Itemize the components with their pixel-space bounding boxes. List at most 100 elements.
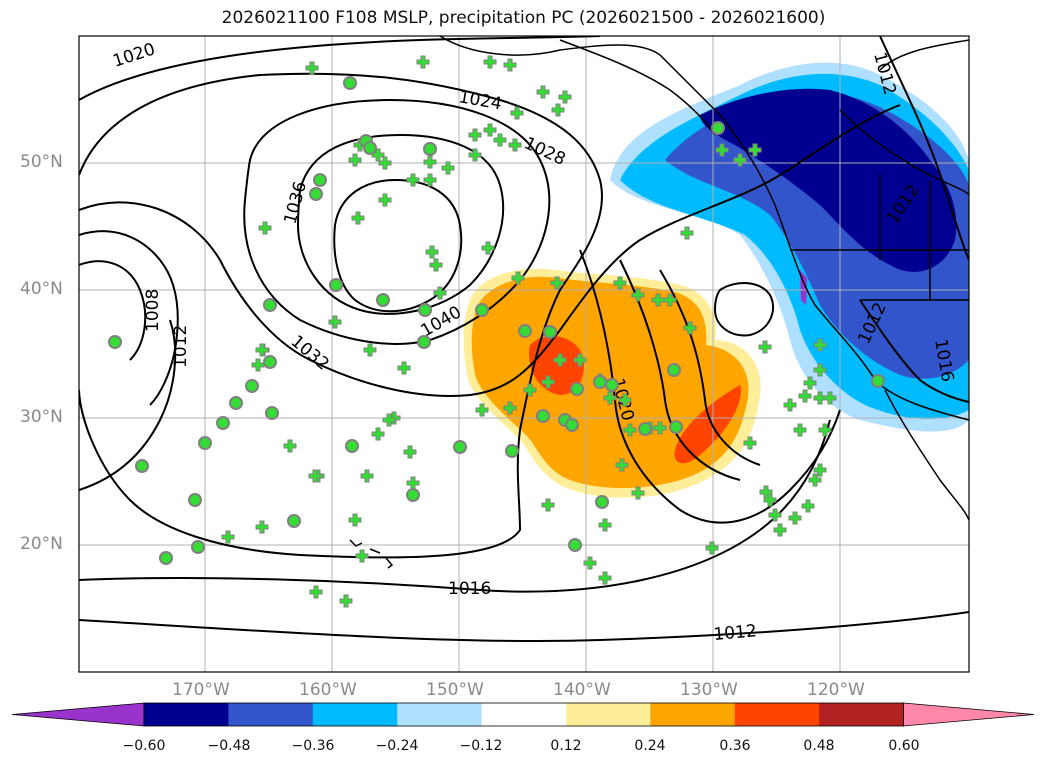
station-marker-cross	[481, 241, 495, 255]
colorbar-swatch	[734, 703, 820, 726]
station-marker-cross	[733, 153, 747, 167]
station-marker-cross	[255, 520, 269, 534]
station-marker-dot	[198, 436, 212, 450]
station-marker-dot	[263, 355, 277, 369]
station-marker-dot	[376, 293, 390, 307]
station-marker-cross	[378, 193, 392, 207]
station-marker-cross	[813, 338, 827, 352]
colorbar-extend-low	[11, 702, 145, 727]
colorbar-swatch	[397, 703, 483, 726]
lon-label: 120°W	[807, 680, 865, 700]
station-marker-cross	[378, 156, 392, 170]
station-marker-cross	[813, 391, 827, 405]
colorbar-frame	[143, 702, 904, 727]
station-marker-dot	[568, 538, 582, 552]
station-marker-cross	[715, 143, 729, 157]
colorbar-swatch	[481, 703, 567, 726]
station-marker-cross	[441, 161, 455, 175]
lat-label: 20°N	[20, 534, 63, 554]
station-marker-dot	[669, 420, 683, 434]
station-marker-dot	[638, 422, 652, 436]
station-marker-dot	[287, 514, 301, 528]
lat-label: 40°N	[20, 279, 63, 299]
station-marker-cross	[550, 276, 564, 290]
station-marker-cross	[680, 226, 694, 240]
station-marker-cross	[663, 293, 677, 307]
lat-label: 50°N	[20, 152, 63, 172]
station-marker-cross	[598, 571, 612, 585]
station-marker-cross	[503, 58, 517, 72]
station-marker-cross	[305, 61, 319, 75]
colorbar-label: 0.12	[550, 738, 582, 754]
station-marker-dot	[345, 439, 359, 453]
station-marker-cross	[221, 530, 235, 544]
station-marker-cross	[416, 55, 430, 69]
colorbar-label: 0.24	[634, 738, 666, 754]
station-marker-dot	[135, 459, 149, 473]
station-marker-cross	[433, 286, 447, 300]
station-marker-cross	[483, 55, 497, 69]
station-marker-cross	[258, 221, 272, 235]
station-marker-cross	[468, 128, 482, 142]
colorbar-swatch	[312, 703, 398, 726]
station-marker-cross	[618, 393, 632, 407]
station-marker-dot	[188, 493, 202, 507]
station-marker-cross	[558, 90, 572, 104]
station-marker-dot	[309, 187, 323, 201]
colorbar-label: 0.60	[888, 738, 920, 754]
station-marker-cross	[813, 463, 827, 477]
station-marker-dot	[216, 416, 230, 430]
station-marker-cross	[475, 403, 489, 417]
station-marker-cross	[468, 148, 482, 162]
lon-label: 160°W	[299, 680, 357, 700]
station-marker-dot	[313, 173, 327, 187]
isobar-label: 1012	[713, 621, 758, 645]
station-marker-dot	[417, 335, 431, 349]
station-marker-cross	[308, 469, 322, 483]
station-marker-cross	[309, 585, 323, 599]
station-marker-cross	[773, 523, 787, 537]
station-marker-cross	[551, 103, 565, 117]
station-marker-dot	[418, 303, 432, 317]
station-marker-cross	[788, 511, 802, 525]
station-marker-dot	[343, 76, 357, 90]
station-marker-cross	[339, 594, 353, 608]
station-marker-dot	[245, 379, 259, 393]
station-marker-cross	[351, 211, 365, 225]
station-marker-cross	[808, 473, 822, 487]
station-marker-cross	[523, 383, 537, 397]
station-marker-cross	[763, 493, 777, 507]
station-marker-dot	[565, 418, 579, 432]
colorbar-label: 0.48	[803, 738, 835, 754]
station-marker-cross	[348, 153, 362, 167]
station-marker-dot	[423, 142, 437, 156]
station-marker-cross	[553, 353, 567, 367]
station-marker-dot	[159, 551, 173, 565]
station-marker-cross	[536, 85, 550, 99]
station-marker-dot	[570, 382, 584, 396]
colorbar-extend-high	[903, 702, 1035, 727]
precip-red-2	[674, 385, 741, 464]
station-marker-dot	[363, 141, 377, 155]
station-marker-cross	[758, 340, 772, 354]
station-marker-cross	[510, 106, 524, 120]
colorbar-label: −0.24	[375, 738, 419, 754]
station-marker-dot	[453, 440, 467, 454]
station-marker-dot	[265, 406, 279, 420]
station-marker-dot	[711, 121, 725, 135]
colorbar-label: −0.48	[207, 738, 251, 754]
station-marker-cross	[355, 549, 369, 563]
station-marker-cross	[613, 276, 627, 290]
station-marker-dot	[667, 363, 681, 377]
station-marker-cross	[683, 321, 697, 335]
station-marker-cross	[508, 138, 522, 152]
station-marker-cross	[631, 486, 645, 500]
station-marker-cross	[813, 363, 827, 377]
station-marker-cross	[705, 541, 719, 555]
station-marker-dot	[593, 375, 607, 389]
station-marker-cross	[503, 401, 517, 415]
station-marker-cross	[573, 353, 587, 367]
colorbar-swatch	[144, 703, 229, 726]
station-marker-dot	[595, 495, 609, 509]
